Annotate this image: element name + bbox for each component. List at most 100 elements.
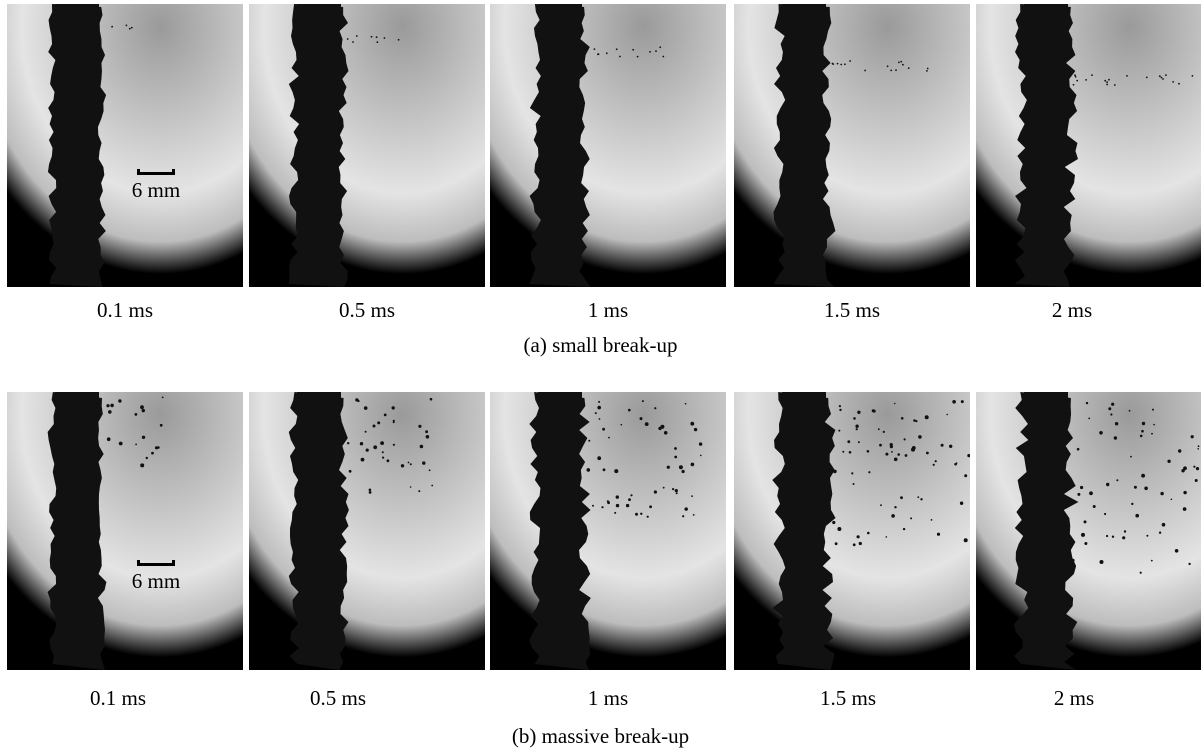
droplet: [636, 55, 639, 58]
jet-column: [1013, 392, 1079, 670]
nozzle: [538, 392, 582, 404]
droplet: [897, 453, 900, 456]
droplet: [894, 506, 897, 509]
nozzle: [297, 392, 341, 404]
droplet: [917, 496, 920, 499]
frame-image: [976, 392, 1201, 670]
droplet: [864, 69, 866, 72]
droplet: [592, 504, 594, 507]
droplet: [1114, 422, 1119, 426]
droplet: [911, 447, 915, 452]
droplet: [690, 462, 695, 467]
time-label: 0.1 ms: [89, 686, 146, 710]
droplet: [891, 514, 895, 518]
droplet: [1072, 83, 1075, 86]
droplet: [934, 460, 937, 463]
droplet: [672, 488, 675, 491]
time-label: 2 ms: [1053, 686, 1095, 710]
droplet: [1123, 530, 1127, 533]
droplet: [372, 424, 376, 428]
droplet: [118, 399, 122, 403]
droplet: [1145, 76, 1148, 79]
droplet: [649, 51, 651, 53]
droplet: [363, 406, 368, 410]
droplet: [915, 420, 918, 423]
droplet: [890, 69, 893, 72]
droplet: [693, 427, 698, 432]
frame-image: [490, 4, 726, 287]
droplet: [1195, 467, 1200, 471]
droplet: [347, 442, 350, 445]
droplet: [365, 448, 369, 452]
droplet: [1178, 449, 1182, 453]
droplet: [608, 436, 610, 439]
jet-column: [288, 4, 349, 287]
droplet: [141, 435, 146, 439]
droplet: [891, 451, 893, 453]
frame-drawing: [7, 4, 243, 287]
droplet: [431, 484, 434, 487]
droplet: [886, 65, 889, 68]
droplet: [1122, 536, 1126, 540]
droplet: [602, 468, 606, 472]
nozzle: [55, 392, 99, 404]
droplet: [1099, 560, 1104, 564]
frame-drawing: [7, 392, 243, 670]
droplet: [359, 442, 364, 446]
droplet: [838, 429, 841, 432]
droplet: [1167, 459, 1171, 463]
droplet: [586, 468, 591, 472]
droplet: [926, 70, 928, 72]
frame-drawing: [249, 392, 485, 670]
frame-image: [976, 4, 1201, 287]
droplet: [842, 450, 845, 453]
droplet: [1197, 448, 1199, 450]
droplet: [1108, 78, 1110, 81]
droplet: [140, 405, 144, 410]
scale-bar-label: 6 mm: [131, 178, 181, 202]
droplet: [1106, 534, 1109, 538]
droplet: [154, 446, 159, 450]
droplet: [855, 428, 858, 431]
droplet: [834, 542, 838, 546]
droplet: [1194, 479, 1198, 482]
droplet: [838, 405, 841, 408]
droplet: [900, 60, 903, 63]
droplet: [674, 489, 678, 493]
droplet: [833, 469, 837, 474]
droplet: [844, 63, 846, 66]
droplet: [1188, 562, 1191, 566]
droplet: [429, 397, 433, 401]
scale-bar: 6 mm: [123, 169, 189, 215]
droplet: [902, 527, 906, 531]
droplet: [1174, 549, 1179, 553]
droplet: [700, 454, 702, 457]
droplet: [1183, 466, 1187, 471]
droplet: [659, 46, 662, 49]
frame-drawing: [976, 4, 1201, 287]
jet-column: [529, 4, 591, 287]
droplet: [1083, 520, 1087, 524]
droplet: [662, 486, 665, 489]
droplet: [924, 415, 929, 420]
droplet: [620, 423, 623, 426]
droplet: [663, 431, 668, 435]
droplet: [151, 451, 154, 455]
droplet: [598, 400, 601, 403]
droplet: [1144, 486, 1148, 491]
droplet: [868, 471, 871, 474]
frame-drawing: [734, 4, 970, 287]
droplet: [684, 402, 687, 405]
jet-column: [773, 4, 836, 287]
droplet: [1190, 435, 1194, 439]
scale-bar-line: [137, 169, 175, 175]
droplet: [1133, 485, 1137, 489]
droplet: [926, 67, 929, 70]
row-small-breakup: 6 mm 0.1 ms 0.5 ms 1 ms 1.5 ms 2 ms (a) …: [0, 0, 1201, 357]
droplet: [952, 400, 956, 404]
droplet: [936, 532, 941, 536]
droplet: [893, 457, 898, 462]
droplet: [615, 495, 619, 499]
droplet: [1135, 513, 1139, 518]
